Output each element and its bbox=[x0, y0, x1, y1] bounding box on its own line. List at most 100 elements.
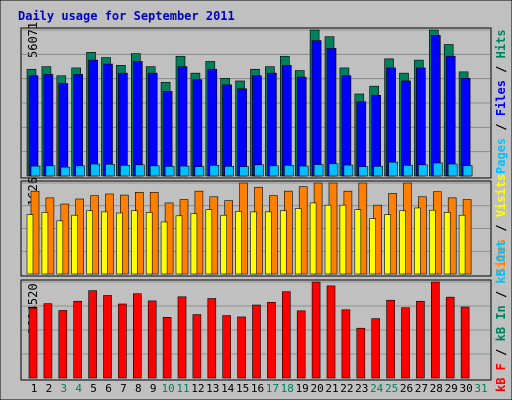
bar-pages bbox=[283, 165, 294, 177]
bar-files bbox=[281, 65, 292, 177]
bar-files bbox=[43, 74, 54, 177]
bar-pages bbox=[462, 165, 473, 177]
legend-separator: / bbox=[494, 123, 508, 130]
bar-pages bbox=[447, 163, 458, 177]
bar-visits bbox=[220, 214, 227, 275]
bar-visits bbox=[145, 212, 153, 275]
bar-kbf bbox=[43, 303, 53, 379]
bar-pages bbox=[224, 166, 234, 177]
bar-pages bbox=[209, 165, 220, 177]
x-axis-day-label: 9 bbox=[150, 382, 157, 395]
bar-pages bbox=[239, 166, 249, 177]
bar-pages bbox=[328, 163, 339, 177]
bar-visits bbox=[399, 210, 406, 275]
bar-pages bbox=[30, 165, 41, 177]
bar-kbf bbox=[28, 307, 38, 379]
x-axis-day-label: 23 bbox=[355, 382, 368, 395]
bar-pages bbox=[90, 163, 100, 177]
bar-files bbox=[311, 40, 322, 177]
x-axis-day-label: 19 bbox=[296, 382, 309, 395]
bar-visits bbox=[71, 214, 78, 275]
bar-files bbox=[460, 78, 471, 177]
x-axis-day-label: 8 bbox=[135, 382, 142, 395]
x-axis-day-label: 26 bbox=[400, 382, 413, 395]
bar-kbf bbox=[222, 315, 231, 379]
bar-visits bbox=[458, 214, 466, 275]
bar-files bbox=[416, 67, 426, 177]
bar-kbf bbox=[118, 303, 127, 379]
bars bbox=[26, 29, 473, 379]
legend-files: Files bbox=[494, 80, 508, 116]
x-axis-day-label: 16 bbox=[251, 382, 264, 395]
bar-visits bbox=[26, 214, 34, 275]
bar-kbf bbox=[58, 310, 68, 379]
bar-visits bbox=[86, 210, 93, 275]
x-axis-day-label: 14 bbox=[221, 382, 235, 395]
legend-hits: Hits bbox=[494, 29, 508, 58]
bar-visits bbox=[414, 207, 421, 275]
bar-visits bbox=[279, 210, 287, 275]
bar-kbf bbox=[267, 301, 276, 379]
bar-visits bbox=[384, 214, 391, 275]
x-axis-day-label: 3 bbox=[60, 382, 67, 395]
bar-visits bbox=[265, 211, 272, 275]
bar-files bbox=[267, 72, 277, 177]
legend-pages: Pages bbox=[494, 138, 508, 174]
bar-kbf bbox=[103, 295, 112, 379]
bar-files bbox=[177, 66, 188, 177]
bar-kbf bbox=[207, 298, 217, 379]
bar-files bbox=[371, 94, 382, 177]
bar-kbf bbox=[460, 306, 470, 379]
x-axis-day-label: 15 bbox=[236, 382, 249, 395]
bar-visits bbox=[205, 209, 213, 275]
bar-kbf bbox=[147, 300, 157, 379]
bar-pages bbox=[298, 165, 309, 177]
bar-files bbox=[222, 84, 232, 177]
x-axis-day-label: 21 bbox=[325, 382, 338, 395]
bar-files bbox=[252, 75, 262, 177]
bar-pages bbox=[45, 165, 56, 177]
bar-visits bbox=[235, 211, 242, 275]
bar-files bbox=[207, 68, 218, 177]
bar-files bbox=[430, 35, 441, 177]
bar-visits bbox=[309, 202, 317, 275]
bar-kbf bbox=[252, 304, 261, 379]
bar-kbf bbox=[326, 285, 336, 379]
bar-pages bbox=[403, 165, 413, 177]
bar-kbf bbox=[296, 310, 306, 379]
x-axis-labels: 1 2 3 4 5 6 7 8 9 10 11 12 13 14 15 16 17 18 19 20 21 22 23 24 2… bbox=[31, 382, 488, 395]
bar-kbf bbox=[281, 291, 291, 379]
bar-visits bbox=[116, 212, 123, 275]
bar-visits bbox=[175, 215, 183, 275]
legend-visits: Visits bbox=[494, 174, 508, 217]
legend-sites: Sites bbox=[494, 239, 508, 275]
bar-pages bbox=[269, 165, 279, 177]
bar-files bbox=[147, 72, 158, 177]
bar-files bbox=[356, 101, 367, 177]
bar-pages bbox=[194, 166, 205, 177]
bar-files bbox=[192, 79, 203, 177]
bar-pages bbox=[313, 164, 324, 177]
x-axis-day-label: 12 bbox=[191, 382, 204, 395]
bar-kbf bbox=[73, 300, 82, 379]
bar-visits bbox=[250, 211, 257, 275]
x-axis-day-label: 13 bbox=[206, 382, 219, 395]
bar-kbf bbox=[133, 293, 142, 379]
x-axis-day-label: 4 bbox=[75, 382, 82, 395]
bar-files bbox=[88, 59, 98, 177]
bar-pages bbox=[120, 165, 130, 177]
hits-panel-legend: Pages / Files / Hits bbox=[494, 29, 508, 174]
x-axis-day-label: 2 bbox=[46, 382, 53, 395]
x-axis-day-label: 20 bbox=[310, 382, 323, 395]
x-axis-day-label: 22 bbox=[340, 382, 353, 395]
bar-visits bbox=[443, 212, 451, 275]
x-axis-day-label: 30 bbox=[459, 382, 472, 395]
bar-visits bbox=[294, 208, 302, 275]
bar-files bbox=[133, 61, 143, 177]
bar-pages bbox=[358, 166, 369, 177]
bar-pages bbox=[149, 165, 160, 177]
bar-visits bbox=[369, 218, 377, 275]
x-axis-day-label: 27 bbox=[415, 382, 428, 395]
x-axis-day-label: 6 bbox=[105, 382, 112, 395]
